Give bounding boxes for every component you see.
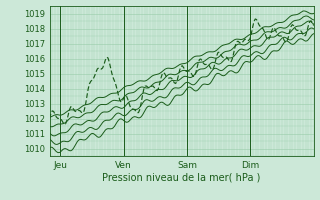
X-axis label: Pression niveau de la mer( hPa ): Pression niveau de la mer( hPa ) [102,173,261,183]
